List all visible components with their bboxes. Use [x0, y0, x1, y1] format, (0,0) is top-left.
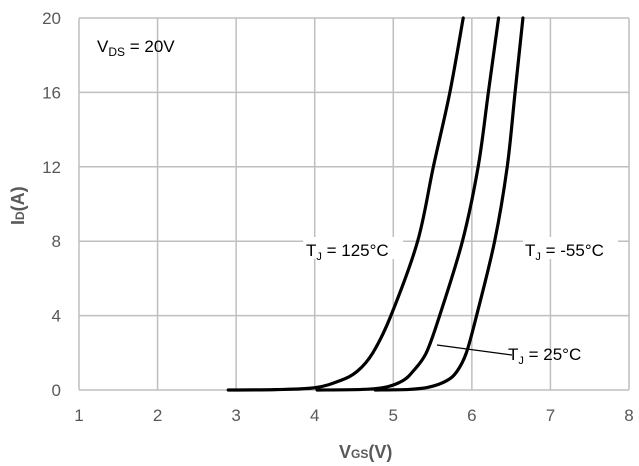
- x-tick-label: 2: [153, 406, 162, 425]
- x-tick-label: 4: [310, 406, 319, 425]
- label-bg-125: [303, 237, 403, 259]
- x-axis-label: VGS(V): [339, 442, 392, 462]
- curves: [226, 16, 525, 392]
- x-tick-label: 8: [624, 406, 633, 425]
- x-tick-label: 5: [389, 406, 398, 425]
- series-line--55°C: [373, 16, 525, 392]
- label-bg-m55: [523, 237, 618, 259]
- series-label-m55: TJ = -55°C: [525, 241, 604, 263]
- y-tick-label: 20: [42, 9, 61, 28]
- x-tick-label: 3: [231, 406, 240, 425]
- x-tick-label: 7: [546, 406, 555, 425]
- series-line-25°C: [315, 16, 501, 392]
- y-tick-label: 12: [42, 158, 61, 177]
- y-tick-label: 8: [52, 232, 61, 251]
- x-tick-label: 1: [74, 406, 83, 425]
- series-label-25: TJ = 25°C: [508, 345, 581, 367]
- leader-line-25: [436, 344, 513, 356]
- series-label-125: TJ = 125°C: [306, 241, 389, 263]
- y-tick-label: 0: [52, 381, 61, 400]
- grid: [78, 17, 630, 391]
- y-axis-label: ID(A): [8, 186, 28, 225]
- series-line-125°C: [226, 16, 465, 392]
- y-tick-label: 4: [52, 307, 61, 326]
- condition-label: VDS = 20V: [97, 37, 175, 59]
- x-tick-label: 6: [467, 406, 476, 425]
- y-tick-label: 16: [42, 83, 61, 102]
